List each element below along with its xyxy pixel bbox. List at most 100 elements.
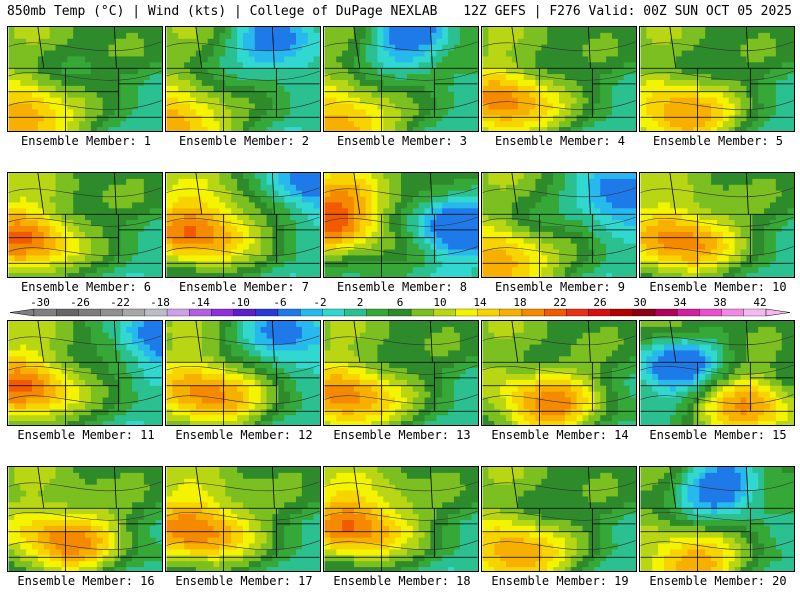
colorbar-tick-label: 10 [433, 297, 446, 309]
colorbar-swatch [255, 308, 279, 317]
contour-line [640, 41, 794, 52]
colorbar-tick-label: -14 [190, 297, 210, 309]
contour-line [8, 481, 162, 492]
contour-line [640, 481, 794, 492]
state-border-line [669, 321, 677, 363]
state-border-line [272, 27, 275, 69]
state-border-line [430, 27, 433, 69]
contour-line [166, 216, 320, 227]
ensemble-map-panel [165, 172, 321, 278]
state-border-line [272, 321, 275, 363]
contour-line [166, 100, 320, 111]
state-border-line [746, 321, 749, 363]
colorbar-swatch [455, 308, 478, 317]
contour-line [482, 394, 636, 405]
ensemble-map-panel [7, 172, 163, 278]
colorbar-swatch [721, 308, 744, 317]
colorbar-swatch [477, 308, 500, 317]
state-border-line [195, 173, 203, 215]
state-border-line [588, 321, 591, 363]
ensemble-map-panel [639, 172, 795, 278]
colorbar-tick-label: 6 [397, 297, 404, 309]
ensemble-map-panel [323, 172, 479, 278]
temperature-field-map [8, 467, 162, 571]
colorbar-tick-label: 14 [473, 297, 487, 309]
state-border-line [114, 467, 117, 509]
ensemble-member-label: Ensemble Member: 15 [649, 428, 787, 442]
contour-line [8, 41, 162, 52]
state-border-line [588, 173, 591, 215]
state-border-line [511, 173, 519, 215]
ensemble-map-panel [639, 320, 795, 426]
contour-line [8, 187, 162, 198]
contour-line [482, 187, 636, 198]
contour-line [324, 70, 478, 81]
contour-line [482, 540, 636, 551]
colorbar-tick-label: 22 [553, 297, 566, 309]
ensemble-map-panel [639, 466, 795, 572]
colorbar-swatch [100, 308, 123, 317]
temperature-field-map [324, 467, 478, 571]
colorbar-right-arrow [765, 308, 791, 317]
colorbar-tick-label: 26 [593, 297, 606, 309]
contour-line [8, 364, 162, 375]
state-border-line [114, 27, 117, 69]
state-border-line [195, 467, 203, 509]
ensemble-map-panel [481, 466, 637, 572]
ensemble-member-label: Ensemble Member: 9 [494, 280, 626, 294]
colorbar-swatch [33, 308, 57, 317]
state-border-line [511, 467, 519, 509]
contour-line [482, 364, 636, 375]
colorbar-swatch [499, 308, 523, 317]
colorbar-swatch [211, 308, 234, 317]
contour-line [324, 540, 478, 551]
contour-line [324, 394, 478, 405]
colorbar-tick-label: 42 [753, 297, 766, 309]
contour-line [324, 100, 478, 111]
ensemble-member-label: Ensemble Member: 14 [491, 428, 629, 442]
contour-line [166, 187, 320, 198]
state-border-line [511, 27, 519, 69]
colorbar-swatch [410, 308, 434, 317]
state-border-line [114, 173, 117, 215]
contour-line [166, 246, 320, 257]
state-border-line [588, 27, 591, 69]
contour-line [482, 246, 636, 257]
contour-line [8, 394, 162, 405]
state-border-line [430, 321, 433, 363]
colorbar-swatch [56, 308, 79, 317]
contour-line [8, 216, 162, 227]
colorbar-swatch [433, 308, 456, 317]
temperature-field-map [166, 27, 320, 131]
state-border-line [430, 173, 433, 215]
ensemble-map-panel [323, 320, 479, 426]
ensemble-map-panel [165, 466, 321, 572]
contour-line [324, 41, 478, 52]
ensemble-member-label: Ensemble Member: 18 [333, 574, 471, 588]
temperature-field-map [8, 321, 162, 425]
colorbar-swatch [144, 308, 168, 317]
contour-line [324, 335, 478, 346]
state-border-line [37, 173, 45, 215]
contour-line [324, 216, 478, 227]
state-border-line [353, 321, 361, 363]
ensemble-member-label: Ensemble Member: 1 [20, 134, 152, 148]
ensemble-map-panel [481, 26, 637, 132]
colorbar-tick-label: 30 [633, 297, 646, 309]
contour-line [640, 510, 794, 521]
state-border-line [353, 27, 361, 69]
contour-line [166, 394, 320, 405]
colorbar-tick-label: -18 [150, 297, 170, 309]
temperature-field-map [482, 321, 636, 425]
contour-line [8, 100, 162, 111]
ensemble-map-panel [323, 26, 479, 132]
temperature-field-map [482, 173, 636, 277]
contour-line [482, 70, 636, 81]
contour-line [8, 540, 162, 551]
contour-line [640, 335, 794, 346]
state-border-line [746, 173, 749, 215]
contour-line [166, 481, 320, 492]
contour-line [324, 364, 478, 375]
ensemble-member-label: Ensemble Member: 3 [336, 134, 468, 148]
state-border-line [430, 467, 433, 509]
